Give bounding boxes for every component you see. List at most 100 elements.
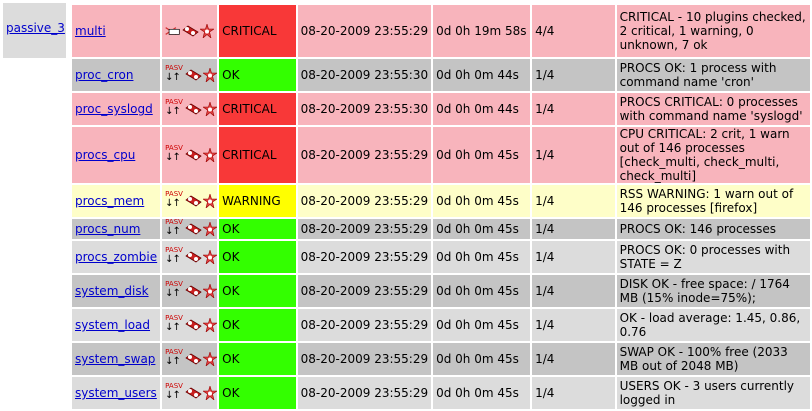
status-badge: CRITICAL: [219, 5, 296, 57]
attempt-cell: 1/4: [532, 93, 615, 125]
service-icons-cell: PASV ↓↑: [162, 93, 218, 125]
flapping-icon[interactable]: [203, 250, 218, 264]
duration-cell: 0d 0h 19m 58s: [433, 5, 531, 57]
flapping-icon[interactable]: [203, 194, 218, 208]
notifications-icon[interactable]: [185, 250, 202, 264]
service-link[interactable]: procs_num: [75, 222, 141, 236]
passive-check-icon: PASV ↓↑: [165, 382, 183, 401]
attempt-cell: 1/4: [532, 343, 615, 375]
duration-cell: 0d 0h 0m 44s: [433, 93, 531, 125]
service-row: proc_syslogd PASV ↓↑ CRITICAL 08-20-2009 23:…: [72, 93, 810, 125]
status-badge: WARNING: [219, 185, 296, 217]
host-cell: passive_3: [3, 3, 66, 58]
service-icons-cell: PASV ↓↑: [162, 59, 218, 91]
service-name-cell: system_disk: [72, 275, 161, 307]
status-information-cell: CRITICAL - 10 plugins checked, 2 critica…: [616, 5, 810, 57]
service-icons-cell: PASV ↓↑: [162, 343, 218, 375]
status-information-cell: RSS WARNING: 1 warn out of 146 processes…: [616, 185, 810, 217]
status-badge: OK: [219, 377, 296, 409]
attempt-cell: 1/4: [532, 59, 615, 91]
attempt-cell: 1/4: [532, 185, 615, 217]
service-name-cell: proc_cron: [72, 59, 161, 91]
last-check-cell: 08-20-2009 23:55:29: [297, 309, 432, 341]
service-row: system_users PASV ↓↑ OK 08-20-2009 23:55:29 0…: [72, 377, 810, 409]
service-link[interactable]: procs_cpu: [75, 148, 136, 162]
service-icons-cell: [162, 5, 218, 57]
notifications-icon[interactable]: [185, 148, 202, 162]
flapping-icon[interactable]: [203, 102, 218, 116]
service-link[interactable]: system_users: [75, 386, 157, 400]
service-icons-cell: PASV ↓↑: [162, 309, 218, 341]
attempt-cell: 4/4: [532, 5, 615, 57]
duration-cell: 0d 0h 0m 45s: [433, 127, 531, 183]
status-information-cell: PROCS OK: 146 processes: [616, 219, 810, 239]
passive-check-icon: PASV ↓↑: [165, 98, 183, 117]
last-check-cell: 08-20-2009 23:55:30: [297, 93, 432, 125]
attempt-cell: 1/4: [532, 219, 615, 239]
status-information-cell: CPU CRITICAL: 2 crit, 1 warn out of 146 …: [616, 127, 810, 183]
status-badge: CRITICAL: [219, 93, 296, 125]
status-badge: CRITICAL: [219, 127, 296, 183]
last-check-cell: 08-20-2009 23:55:29: [297, 343, 432, 375]
passive-check-icon: PASV ↓↑: [165, 190, 183, 209]
service-name-cell: multi: [72, 5, 161, 57]
service-link[interactable]: system_disk: [75, 284, 149, 298]
flapping-icon[interactable]: [203, 352, 218, 366]
notifications-icon[interactable]: [185, 386, 202, 400]
status-information-cell: USERS OK - 3 users currently logged in: [616, 377, 810, 409]
status-badge: OK: [219, 241, 296, 273]
status-information-cell: SWAP OK - 100% free (2033 MB out of 2048…: [616, 343, 810, 375]
service-link[interactable]: multi: [75, 24, 106, 38]
last-check-cell: 08-20-2009 23:55:29: [297, 219, 432, 239]
notifications-icon[interactable]: [185, 318, 202, 332]
service-name-cell: procs_mem: [72, 185, 161, 217]
service-icons-cell: PASV ↓↑: [162, 127, 218, 183]
service-link[interactable]: procs_zombie: [75, 250, 158, 264]
notifications-icon[interactable]: [185, 194, 202, 208]
notifications-icon[interactable]: [185, 68, 202, 82]
service-link[interactable]: proc_syslogd: [75, 102, 153, 116]
service-icons-cell: PASV ↓↑: [162, 185, 218, 217]
passive-check-icon: PASV ↓↑: [165, 314, 183, 333]
service-link[interactable]: system_load: [75, 318, 151, 332]
service-row: proc_cron PASV ↓↑ OK 08-20-2009 23:55:30 0d 0…: [72, 59, 810, 91]
duration-cell: 0d 0h 0m 45s: [433, 185, 531, 217]
notifications-icon[interactable]: [185, 222, 202, 236]
attempt-cell: 1/4: [532, 309, 615, 341]
attempt-cell: 1/4: [532, 377, 615, 409]
notifications-disabled-icon: [165, 27, 180, 35]
notifications-icon[interactable]: [182, 24, 199, 38]
notifications-icon[interactable]: [185, 352, 202, 366]
status-information-cell: OK - load average: 1.45, 0.86, 0.76: [616, 309, 810, 341]
flapping-icon[interactable]: [203, 68, 218, 82]
passive-check-icon: PASV ↓↑: [165, 218, 183, 237]
last-check-cell: 08-20-2009 23:55:29: [297, 127, 432, 183]
service-name-cell: system_load: [72, 309, 161, 341]
status-information-cell: PROCS OK: 1 process with command name 'c…: [616, 59, 810, 91]
passive-check-icon: PASV ↓↑: [165, 64, 183, 83]
attempt-cell: 1/4: [532, 275, 615, 307]
flapping-icon[interactable]: [203, 222, 218, 236]
service-row: system_swap PASV ↓↑ OK 08-20-2009 23:55:29 0d…: [72, 343, 810, 375]
duration-cell: 0d 0h 0m 45s: [433, 241, 531, 273]
flapping-icon[interactable]: [203, 284, 218, 298]
status-information-cell: PROCS CRITICAL: 0 processes with command…: [616, 93, 810, 125]
service-link[interactable]: procs_mem: [75, 194, 145, 208]
service-icons-cell: PASV ↓↑: [162, 218, 218, 239]
service-link[interactable]: system_swap: [75, 352, 156, 366]
duration-cell: 0d 0h 0m 45s: [433, 309, 531, 341]
notifications-icon[interactable]: [185, 102, 202, 116]
duration-cell: 0d 0h 0m 45s: [433, 275, 531, 307]
service-name-cell: system_swap: [72, 343, 161, 375]
service-link[interactable]: proc_cron: [75, 68, 134, 82]
notifications-icon[interactable]: [185, 284, 202, 298]
service-table-body: multi CRITICAL 08-20-2009 23:55:29 0d 0h 19…: [72, 5, 810, 409]
flapping-icon[interactable]: [203, 148, 218, 162]
flapping-icon[interactable]: [203, 318, 218, 332]
flapping-icon[interactable]: [200, 24, 215, 38]
service-icons-cell: PASV ↓↑: [162, 241, 218, 273]
last-check-cell: 08-20-2009 23:55:29: [297, 185, 432, 217]
status-badge: OK: [219, 59, 296, 91]
flapping-icon[interactable]: [203, 386, 218, 400]
host-link[interactable]: passive_3: [6, 21, 65, 35]
